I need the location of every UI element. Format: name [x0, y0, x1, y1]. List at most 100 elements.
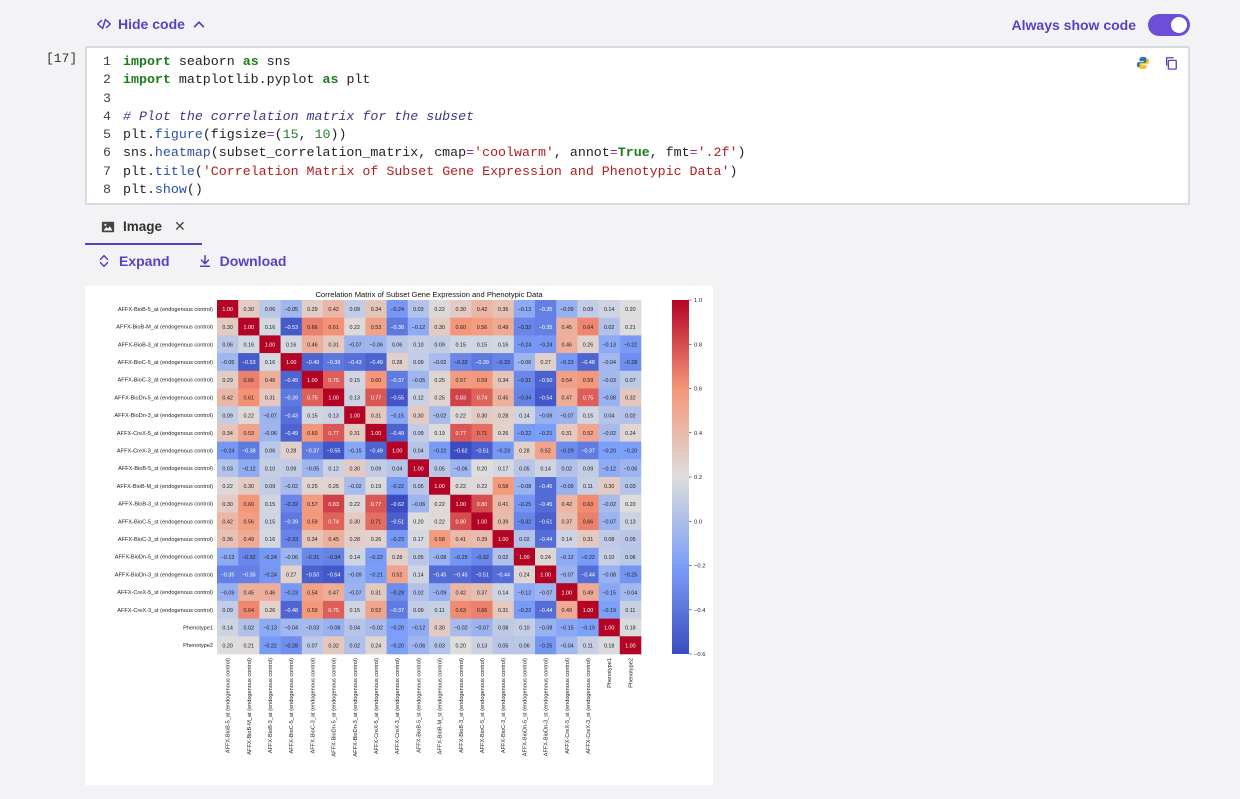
code-editor[interactable]: 1 import seaborn as sns 2 import matplotlib…: [95, 53, 745, 199]
heatmap-cell: [365, 636, 387, 655]
cell-value-label: −0.08: [539, 626, 553, 632]
heatmap-cell: [344, 388, 366, 407]
cell-value-label: 0.14: [350, 555, 361, 561]
expand-button[interactable]: Expand: [97, 253, 170, 269]
heatmap-cell: [259, 618, 281, 637]
cell-value-label: 1.00: [328, 396, 339, 402]
cell-value-label: −0.09: [560, 307, 574, 313]
cell-value-label: 0.28: [498, 413, 509, 419]
heatmap-cell: [386, 494, 409, 513]
download-button[interactable]: Download: [198, 253, 286, 269]
heatmap-cell: [471, 600, 493, 619]
hide-code-button[interactable]: Hide code: [97, 16, 206, 32]
cell-value-label: −0.45: [454, 573, 468, 579]
code-line: 3: [103, 90, 111, 106]
heatmap-cell: [429, 512, 451, 531]
cell-value-label: −0.20: [390, 626, 404, 632]
cell-value-label: 0.53: [244, 431, 255, 437]
download-icon: [199, 254, 210, 268]
heatmap-cell: [217, 600, 239, 619]
tab-image-label: Image: [123, 219, 163, 234]
code-cell[interactable]: 1 import seaborn as sns 2 import matplotlib…: [85, 46, 1190, 205]
cell-value-label: −0.15: [560, 626, 574, 632]
y-tick-label: AFFX-BioC-3_st (endogenous control): [118, 537, 213, 543]
heatmap-cell: [344, 300, 366, 318]
x-tick-label: AFFX-CreX-5_st (endogenous control): [565, 658, 571, 754]
heatmap-cell: [407, 547, 430, 566]
cell-value-label: 0.25: [328, 484, 339, 490]
heatmap-cell: [598, 547, 621, 566]
heatmap-cell: [301, 423, 324, 442]
heatmap-cell: [619, 300, 642, 318]
heatmap-cell: [280, 370, 303, 389]
cell-value-label: 0.30: [456, 307, 467, 313]
cell-value-label: 0.06: [222, 342, 233, 348]
cell-value-label: 0.14: [519, 413, 530, 419]
cell-value-label: 0.04: [392, 466, 403, 472]
cell-value-label: 0.45: [328, 537, 339, 543]
cell-value-label: 0.80: [477, 502, 488, 508]
colorbar-tick-label: 0.8: [694, 342, 702, 348]
copy-icon[interactable]: [1164, 56, 1178, 70]
heatmap-cell: [598, 300, 621, 318]
heatmap-cell: [556, 423, 578, 442]
heatmap-cell: [365, 300, 387, 318]
cell-value-label: −0.09: [433, 590, 447, 596]
heatmap-cell: [323, 494, 345, 513]
heatmap-cell: [365, 423, 387, 442]
heatmap-cell: [535, 477, 557, 495]
heatmap-cell: [407, 423, 430, 442]
cell-value-label: −0.49: [306, 360, 320, 366]
heatmap-cell: [280, 512, 303, 531]
cell-value-label: 0.22: [456, 413, 467, 419]
cell-value-label: −0.02: [602, 502, 616, 508]
heatmap-cell: [407, 317, 430, 336]
cell-value-label: 0.31: [562, 431, 573, 437]
heatmap-cell: [365, 583, 387, 602]
cell-value-label: −0.22: [518, 431, 532, 437]
heatmap-cell: [301, 317, 324, 336]
cell-value-label: 0.12: [328, 466, 339, 472]
cell-value-label: 0.61: [244, 396, 255, 402]
cell-value-label: 0.14: [562, 537, 573, 543]
expand-label: Expand: [119, 253, 170, 269]
heatmap-cell: [429, 300, 451, 318]
heatmap-cell: [450, 406, 472, 425]
cell-value-label: −0.44: [539, 608, 553, 614]
cell-value-label: −0.09: [348, 573, 362, 579]
heatmap-cell: [386, 512, 409, 531]
heatmap-cell: [386, 565, 409, 584]
heatmap-cell: [492, 459, 515, 478]
cell-value-label: −0.15: [602, 590, 616, 596]
heatmap-cell: [556, 477, 578, 495]
cell-value-label: −0.32: [242, 555, 256, 561]
heatmap-cell: [301, 335, 324, 354]
cell-value-label: −0.33: [284, 537, 298, 543]
always-show-toggle[interactable]: [1148, 14, 1190, 36]
cell-value-label: 1.00: [350, 413, 361, 419]
heatmap-cell: [217, 547, 239, 566]
cell-value-label: 0.14: [413, 573, 424, 579]
heatmap-cell: [344, 423, 366, 442]
heatmap-cell: [280, 388, 303, 407]
cell-value-label: 0.08: [604, 537, 615, 543]
tab-image[interactable]: Image ✕: [85, 214, 202, 245]
cell-value-label: 0.07: [625, 378, 636, 384]
heatmap-cell: [513, 530, 536, 549]
cell-value-label: 0.16: [244, 342, 255, 348]
cell-value-label: 1.00: [540, 573, 551, 579]
heatmap-cell: [492, 530, 515, 549]
cell-value-label: 0.03: [625, 484, 636, 490]
cell-value-label: −0.23: [284, 590, 298, 596]
cell-value-label: −0.02: [454, 626, 468, 632]
cell-value-label: 0.31: [498, 608, 509, 614]
cell-value-label: −0.50: [306, 573, 320, 579]
heatmap-cell: [513, 441, 536, 460]
close-icon[interactable]: ✕: [174, 218, 186, 234]
cell-value-label: 0.22: [350, 325, 361, 331]
heatmap-cell: [386, 370, 409, 389]
cell-value-label: −0.28: [624, 360, 638, 366]
heatmap-cell: [323, 459, 345, 478]
heatmap-cell: [429, 317, 451, 336]
y-tick-label: AFFX-CreX-3_st (endogenous control): [117, 608, 213, 614]
